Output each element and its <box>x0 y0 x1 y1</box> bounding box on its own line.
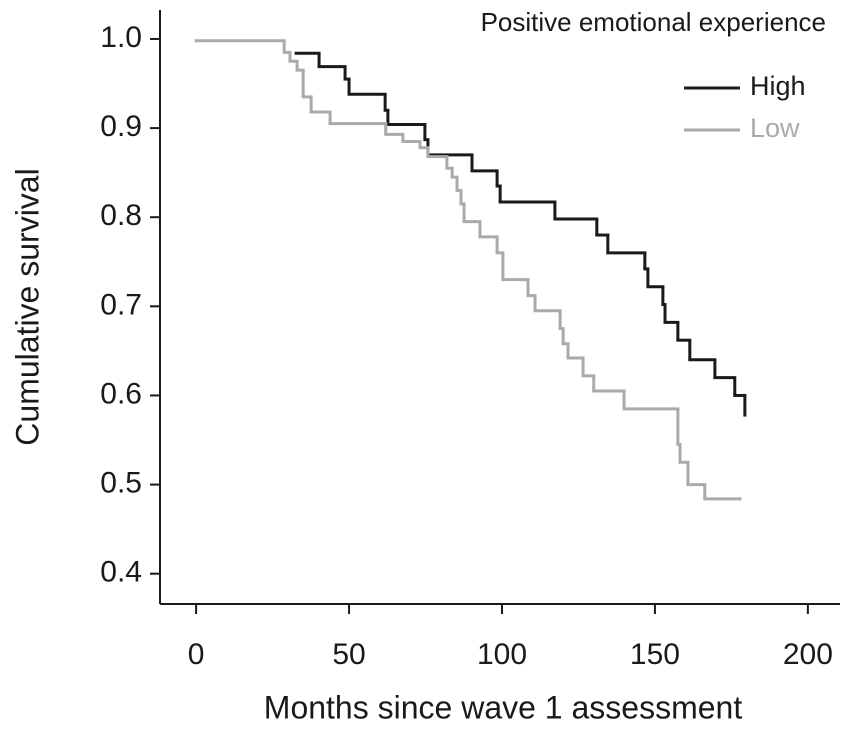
x-axis-title: Months since wave 1 assessment <box>264 689 743 725</box>
y-tick-label: 0.6 <box>100 377 142 410</box>
y-tick-label: 0.8 <box>100 199 142 232</box>
legend-title: Positive emotional experience <box>481 7 826 37</box>
y-tick-label: 1.0 <box>100 21 142 54</box>
x-tick-label: 100 <box>477 638 527 671</box>
x-tick-label: 200 <box>783 638 833 671</box>
y-tick-label: 0.5 <box>100 466 142 499</box>
x-tick-label: 150 <box>630 638 680 671</box>
y-axis-title: Cumulative survival <box>9 168 45 445</box>
y-tick-label: 0.7 <box>100 288 142 321</box>
legend-label: Low <box>750 113 800 143</box>
y-tick-label: 0.4 <box>100 556 142 589</box>
x-tick-label: 50 <box>332 638 365 671</box>
y-tick-label: 0.9 <box>100 110 142 143</box>
x-tick-label: 0 <box>188 638 205 671</box>
legend-label: High <box>750 71 806 101</box>
